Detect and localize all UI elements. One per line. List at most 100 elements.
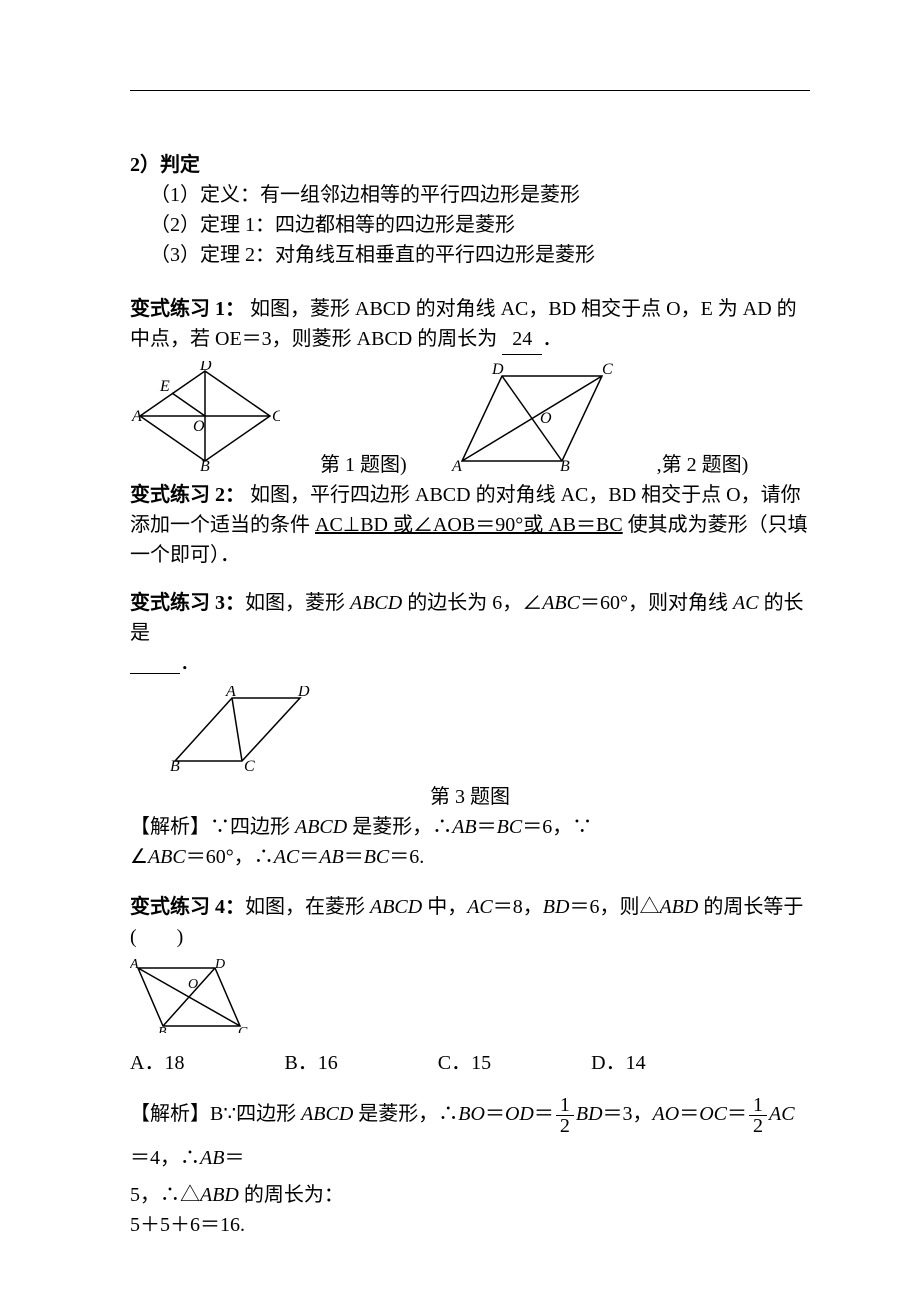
figure-3-C: C <box>244 758 255 771</box>
exercise-3-sol-ac: AC <box>274 846 300 868</box>
exercise-4-ac2: AC <box>769 1103 795 1125</box>
exercise-4-ac: AC <box>467 896 493 918</box>
exercise-4-bd2: BD <box>576 1103 603 1125</box>
exercise-3-sol3: ＝6，∵ <box>522 816 592 838</box>
exercise-3-blank <box>130 654 180 674</box>
exercise-3-blank-line: ． <box>130 648 810 678</box>
exercise-1-text: 变式练习 1： 如图，菱形 ABCD 的对角线 AC，BD 相交于点 O，E 为… <box>130 294 810 355</box>
figure-2-D: D <box>491 361 504 378</box>
figure-1-B: B <box>200 458 210 471</box>
exercise-3-sol1: ∵四边形 <box>210 816 295 838</box>
exercise-4-sol-line3: 5＋5＋6＝16. <box>130 1210 810 1240</box>
figure-1-wrap: A B C D E O <box>130 361 280 480</box>
figure-3-caption: 第 3 题图 <box>130 782 810 812</box>
exercise-1: 变式练习 1： 如图，菱形 ABCD 的对角线 AC，BD 相交于点 O，E 为… <box>130 294 810 480</box>
figure-1-D: D <box>199 361 212 374</box>
exercise-3-t2: 的边长为 6，∠ <box>402 592 542 614</box>
figure-3-A: A <box>225 686 236 700</box>
exercise-1-body-after: ． <box>542 328 562 350</box>
figure-1-C: C <box>272 408 280 425</box>
exercise-3-text: 变式练习 3：如图，菱形 ABCD 的边长为 6，∠ABC＝60°，则对角线 A… <box>130 588 810 648</box>
figure-4-wrap: A B C D O <box>130 958 250 1042</box>
exercise-3-sol2: 是菱形，∴ <box>347 816 452 838</box>
exercise-3-sol-ab2: AB <box>319 846 343 868</box>
exercise-4: 变式练习 4：如图，在菱形 ABCD 中，AC＝8，BD＝6，则△ABD 的周长… <box>130 892 810 1240</box>
exercise-4-abd2: ABD <box>200 1184 239 1206</box>
exercise-3-sol-ab: AB <box>452 816 476 838</box>
frac-num-1: 1 <box>556 1095 574 1116</box>
exercise-3-sol5: ＝60°，∴ <box>186 846 274 868</box>
exercise-3: 变式练习 3：如图，菱形 ABCD 的边长为 6，∠ABC＝60°，则对角线 A… <box>130 588 810 872</box>
figure-4-B: B <box>158 1025 167 1033</box>
exercise-4-eq2: ＝ <box>534 1103 554 1125</box>
figure-2-lines <box>462 376 602 461</box>
section-2-item-2: （2）定理 1：四边都相等的四边形是菱形 <box>130 210 810 240</box>
exercise-3-label: 变式练习 3： <box>130 592 245 614</box>
exercise-4-eq1: ＝ <box>485 1103 505 1125</box>
figure-1-O: O <box>193 418 205 435</box>
exercise-2-text: 变式练习 2： 如图，平行四边形 ABCD 的对角线 AC，BD 相交于点 O，… <box>130 480 810 570</box>
content: 2）判定 （1）定义：有一组邻边相等的平行四边形是菱形 （2）定理 1：四边都相… <box>130 150 810 1240</box>
exercise-2: 变式练习 2： 如图，平行四边形 ABCD 的对角线 AC，BD 相交于点 O，… <box>130 480 810 570</box>
figure-2-wrap: A B C D O <box>447 361 617 480</box>
exercise-4-solution: 【解析】B∵四边形 ABCD 是菱形，∴BO＝OD＝12BD＝3，AO＝OC＝1… <box>130 1092 810 1180</box>
section-2-item-1: （1）定义：有一组邻边相等的平行四边形是菱形 <box>130 180 810 210</box>
figure-2-A: A <box>451 458 462 471</box>
exercise-4-choices: A．18 B．16 C．15 D．14 <box>130 1048 810 1078</box>
exercise-4-sol1a: B∵四边形 <box>210 1103 301 1125</box>
choice-D: D．14 <box>591 1048 645 1078</box>
exercise-4-sol-abcd: ABCD <box>301 1103 353 1125</box>
exercise-4-sol-line2: 5，∴△ABD 的周长为： <box>130 1180 810 1210</box>
figure-3-lines <box>175 698 300 761</box>
exercise-4-ab: AB <box>200 1147 224 1169</box>
frac-half-1: 12 <box>556 1095 574 1136</box>
exercise-3-eq1: ＝ <box>477 816 497 838</box>
exercise-4-sol2b: 的周长为： <box>239 1184 344 1206</box>
figure-1-caption: 第 1 题图) <box>320 450 407 480</box>
exercise-4-sol2a: 5，∴△ <box>130 1184 200 1206</box>
exercise-4-t3: ＝8， <box>493 896 543 918</box>
exercise-3-sol6: ＝6. <box>389 846 424 868</box>
exercise-3-sol-label: 【解析】 <box>130 816 210 838</box>
figure-2-C: C <box>602 361 613 378</box>
exercise-3-t1: 如图，菱形 <box>245 592 350 614</box>
figure-1-A: A <box>131 408 142 425</box>
figure-4-svg: A B C D O <box>130 958 250 1033</box>
figure-3-wrap: A B C D <box>170 686 310 780</box>
exercise-4-t2: 中， <box>422 896 467 918</box>
choice-B: B．16 <box>284 1048 337 1078</box>
exercise-4-sol1b: 是菱形，∴ <box>353 1103 458 1125</box>
exercise-4-abcd: ABCD <box>370 896 422 918</box>
page: 2）判定 （1）定义：有一组邻边相等的平行四边形是菱形 （2）定理 1：四边都相… <box>0 0 920 1302</box>
exercise-2-answer: AC⊥BD 或∠AOB＝90°或 AB＝BC <box>315 514 623 536</box>
frac-num-2: 1 <box>749 1095 767 1116</box>
figure-2-caption: ,第 2 题图) <box>657 450 749 480</box>
exercise-2-label: 变式练习 2： <box>130 484 245 506</box>
exercise-4-bo: BO <box>458 1103 485 1125</box>
figure-4-A: A <box>130 958 139 972</box>
exercise-4-eq4: ＝ <box>727 1103 747 1125</box>
top-rule <box>130 90 810 91</box>
section-2-item-3: （3）定理 2：对角线互相垂直的平行四边形是菱形 <box>130 240 810 270</box>
figure-2-svg: A B C D O <box>447 361 617 471</box>
exercise-1-answer: 24 <box>502 324 542 355</box>
exercise-3-sol-abcd: ABCD <box>295 816 347 838</box>
exercise-4-oc: OC <box>699 1103 727 1125</box>
exercise-4-solend: ＝ <box>224 1147 244 1169</box>
exercise-3-sol-bc: BC <box>497 816 523 838</box>
section-2-heading: 2）判定 <box>130 150 810 180</box>
figure-2-B: B <box>560 458 570 471</box>
exercise-3-t3: ＝60°，则对角线 <box>580 592 733 614</box>
figure-4-D: D <box>214 958 225 972</box>
exercise-3-abcd: ABCD <box>350 592 402 614</box>
exercise-4-abd: ABD <box>659 896 698 918</box>
figure-2-O: O <box>540 410 552 427</box>
exercise-4-bd: BD <box>543 896 570 918</box>
figure-4-O: O <box>188 977 198 992</box>
figure-4-C: C <box>238 1025 248 1033</box>
exercise-3-ac: AC <box>733 592 759 614</box>
frac-half-2: 12 <box>749 1095 767 1136</box>
exercise-4-ao: AO <box>653 1103 680 1125</box>
figure-3-D: D <box>297 686 310 700</box>
exercise-4-halfbd-post: ＝3， <box>603 1103 653 1125</box>
